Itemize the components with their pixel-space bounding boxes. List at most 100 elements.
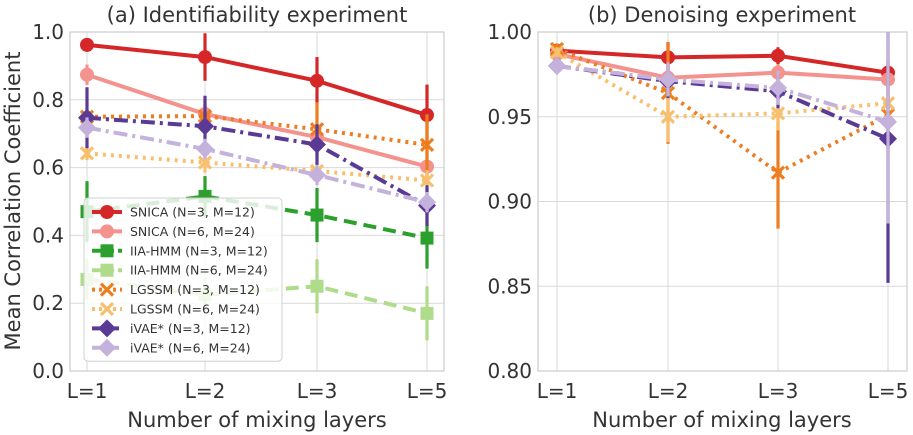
data-point [310, 279, 324, 293]
panel-identifiability: 0.0 0.2 0.4 0.6 0.8 1.0 L=1 L=2 L=3 L=5 (a) Iden… [1, 3, 447, 432]
series-group [548, 32, 897, 283]
series-lgssm-n-6-m-24- [549, 45, 896, 143]
data-point [310, 73, 324, 88]
data-point [660, 109, 676, 124]
data-point [770, 165, 786, 180]
plot-frame [537, 31, 908, 372]
x-tick-label: L=1 [67, 379, 108, 403]
legend-item: iVAE* (N=6, M=24) [92, 338, 251, 357]
y-tick-label: 0.6 [32, 156, 64, 180]
legend-item: SNICA (N=6, M=24) [92, 224, 255, 239]
data-point [769, 78, 787, 97]
x-tick-label: L=5 [868, 379, 909, 403]
plot-frame [69, 31, 445, 372]
series-ivae-n-3-m-12- [548, 32, 897, 283]
y-tick-labels: 0.0 0.2 0.4 0.6 0.8 1.0 [32, 20, 64, 383]
data-point [879, 112, 897, 131]
x-tick-label: L=2 [648, 379, 689, 403]
series-line [556, 52, 889, 82]
data-point [80, 37, 94, 52]
series-line [86, 125, 428, 205]
data-point [419, 173, 435, 188]
data-point [79, 146, 95, 161]
y-tick-label: 0.85 [487, 274, 532, 298]
y-tick-label: 0.80 [487, 359, 532, 383]
x-tick-labels: L=1 L=2 L=3 L=5 [67, 379, 448, 403]
x-tick-labels: L=1 L=2 L=3 L=5 [537, 379, 909, 403]
data-point [80, 67, 94, 82]
data-point [308, 166, 326, 185]
data-point [418, 193, 436, 212]
series-line [86, 115, 428, 208]
series-line [556, 48, 889, 75]
legend-item: IIA-HMM (N=3, M=12) [92, 243, 268, 258]
legend-label: iVAE* (N=6, M=24) [130, 340, 251, 355]
legend-marker [98, 319, 116, 338]
legend-label: LGSSM (N=6, M=24) [130, 302, 260, 317]
y-tick-label: 0.0 [32, 359, 64, 383]
series-group [78, 33, 436, 341]
legend-label: SNICA (N=3, M=12) [130, 205, 255, 220]
data-point [659, 70, 677, 89]
series-lgssm-n-3-m-12- [79, 102, 435, 176]
x-axis-label: Number of mixing layers [127, 408, 386, 432]
legend-marker [100, 244, 114, 258]
panel-denoising: 0.80 0.85 0.90 0.95 1.00 L=1 L=2 L=3 L=5 (b) De… [487, 3, 909, 432]
legend-item: LGSSM (N=6, M=24) [92, 302, 260, 317]
series-lgssm-n-3-m-12- [549, 41, 896, 229]
data-point [771, 48, 785, 63]
legend-item: IIA-HMM (N=6, M=24) [92, 263, 268, 278]
y-tick-label: 0.90 [487, 190, 532, 214]
data-point [196, 139, 214, 158]
chart-title: (a) Identifiability experiment [107, 3, 408, 27]
legend-box [83, 197, 283, 362]
x-tick-label: L=3 [758, 379, 799, 403]
y-tick-label: 0.95 [487, 105, 532, 129]
y-tick-label: 0.2 [32, 291, 64, 315]
legend-label: IIA-HMM (N=6, M=24) [130, 263, 268, 278]
data-point [770, 106, 786, 121]
y-tick-labels: 0.80 0.85 0.90 0.95 1.00 [487, 20, 532, 383]
data-point [196, 117, 214, 136]
legend-marker [100, 205, 114, 219]
data-point [197, 155, 213, 170]
series-line [86, 194, 428, 241]
series-line [86, 42, 428, 117]
legend: SNICA (N=3, M=12) SNICA (N=6, M=24) IIA-HM… [83, 197, 283, 362]
legend-label: LGSSM (N=3, M=12) [130, 282, 260, 297]
series-line [555, 50, 889, 119]
x-axis-label: Number of mixing layers [592, 408, 851, 432]
data-point [78, 118, 96, 137]
series-line [556, 63, 889, 124]
y-tick-label: 0.4 [32, 223, 64, 247]
data-point [420, 306, 434, 320]
x-tick-label: L=2 [185, 379, 226, 403]
y-axis-label: Mean Correlation Coefficient [1, 52, 25, 351]
data-point [198, 50, 212, 65]
series-line [556, 47, 889, 176]
legend-marker [99, 282, 115, 297]
legend-label: iVAE* (N=3, M=12) [130, 321, 251, 336]
legend-marker [98, 338, 116, 357]
legend-item: iVAE* (N=3, M=12) [92, 319, 251, 338]
legend-item: SNICA (N=3, M=12) [92, 205, 255, 220]
legend-label: SNICA (N=6, M=24) [130, 224, 255, 239]
y-tick-label: 1.0 [32, 20, 64, 44]
data-point [420, 231, 434, 245]
series-ivae-n-6-m-24- [548, 32, 897, 224]
series-line [86, 277, 428, 316]
legend-marker [100, 224, 114, 239]
y-tick-label: 0.8 [32, 88, 64, 112]
x-tick-label: L=1 [537, 379, 578, 403]
data-point [419, 137, 435, 153]
series-snica-n-3-m-12- [80, 33, 434, 146]
data-point [548, 56, 566, 75]
y-tick-label: 1.00 [487, 20, 532, 44]
series-line [86, 114, 428, 147]
chart-title: (b) Denoising experiment [588, 3, 856, 27]
data-point [308, 135, 326, 154]
legend-item: LGSSM (N=3, M=12) [92, 282, 260, 297]
x-tick-label: L=3 [297, 379, 338, 403]
data-point [549, 45, 565, 60]
